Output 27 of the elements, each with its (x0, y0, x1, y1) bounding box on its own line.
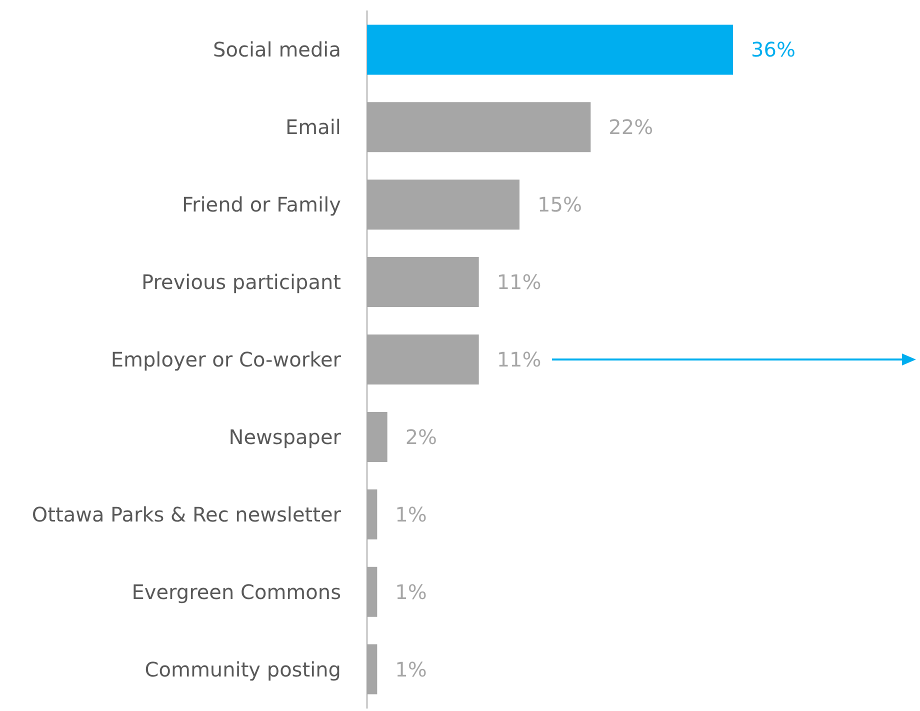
data-label: 1% (395, 580, 427, 604)
bar (367, 257, 479, 308)
y-tick-label: Newspaper (228, 424, 342, 449)
bar (367, 334, 479, 384)
bar (367, 644, 378, 694)
data-label: 1% (395, 657, 427, 682)
bar (367, 412, 388, 462)
y-tick-label: Employer or Co-worker (110, 348, 342, 372)
data-label: 11% (496, 270, 542, 294)
data-label: 36% (751, 38, 796, 62)
y-tick-label: Friend or Family (182, 192, 342, 217)
bar (367, 102, 591, 152)
y-tick-label: Previous participant (142, 270, 342, 294)
data-label: 11% (496, 348, 542, 372)
data-label: 1% (395, 502, 427, 526)
bar (367, 566, 378, 617)
bar (367, 24, 733, 75)
bar (367, 180, 520, 230)
y-tick-label: Ottawa Parks & Rec newsletter (32, 502, 342, 526)
y-tick-label: Evergreen Commons (132, 580, 341, 604)
bar (367, 489, 378, 540)
y-tick-label: Email (286, 115, 341, 140)
data-label: 22% (608, 115, 654, 140)
y-tick-label: Social media (213, 38, 341, 62)
y-tick-label: Community posting (144, 657, 341, 682)
data-label: 15% (538, 192, 582, 217)
data-label: 2% (405, 424, 438, 449)
